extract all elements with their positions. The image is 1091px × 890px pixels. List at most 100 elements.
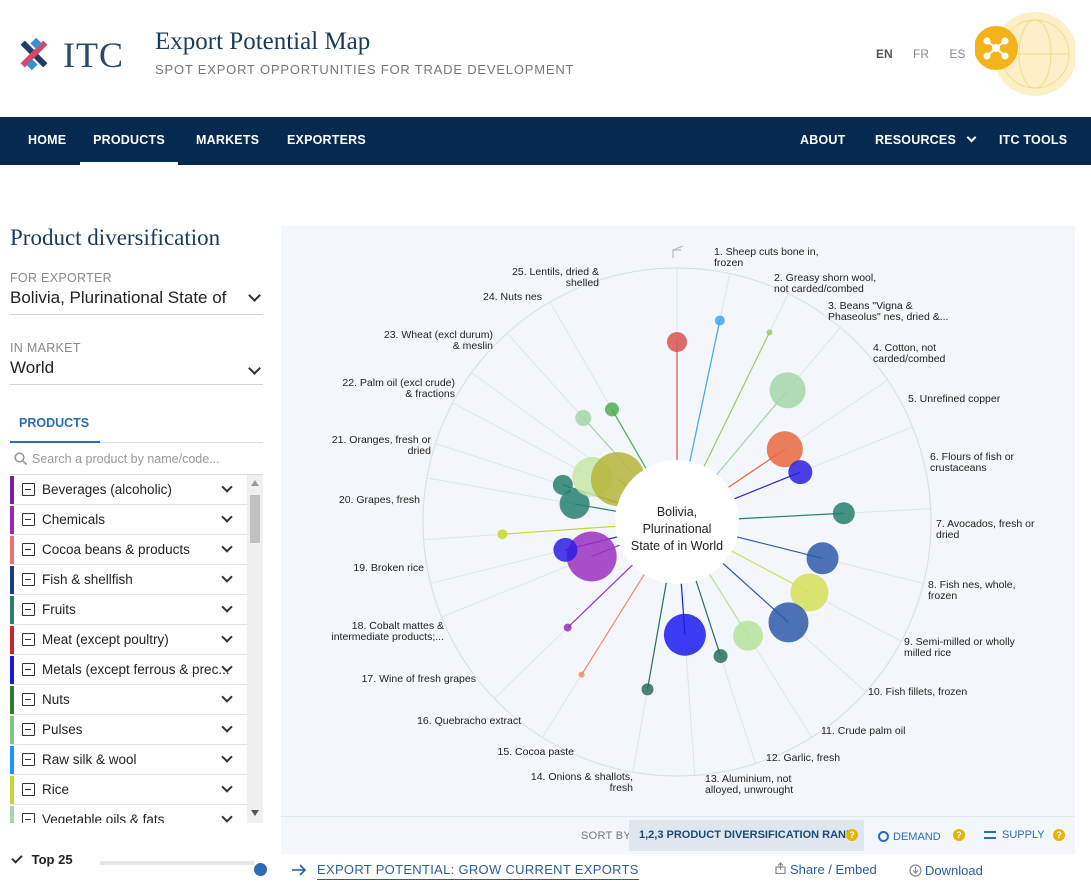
slider-knob[interactable] [254,863,267,876]
collapse-icon[interactable] [22,663,35,676]
product-bubble[interactable] [497,529,508,540]
product-label[interactable]: & meslin [453,340,493,352]
category-item[interactable]: Chemicals [10,505,263,535]
product-label[interactable]: 14. Onions & shallots, [531,771,633,783]
chevron-down-icon[interactable] [221,721,233,733]
scroll-thumb[interactable] [250,495,260,543]
category-scrollbar[interactable] [247,475,263,823]
lang-fr[interactable]: FR [913,47,930,61]
product-label[interactable]: frozen [714,257,743,269]
product-label[interactable]: not carded/combed [774,283,864,295]
collapse-icon[interactable] [22,723,35,736]
product-label[interactable]: 18. Cobalt mattes & [352,620,444,632]
product-label[interactable]: 11. Crude palm oil [821,725,905,737]
product-label[interactable]: 7. Avocados, fresh or [936,518,1035,530]
chevron-down-icon[interactable] [221,481,233,493]
chevron-down-icon[interactable] [221,781,233,793]
tab-products[interactable]: PRODUCTS [10,409,100,443]
share-embed-link[interactable]: Share / Embed [775,862,877,877]
category-item[interactable]: Beverages (alcoholic) [10,475,263,505]
product-bubble[interactable] [575,409,592,426]
collapse-icon[interactable] [22,783,35,796]
collapse-icon[interactable] [22,753,35,766]
help-icon[interactable]: ? [953,829,965,841]
product-bubble[interactable] [667,332,687,352]
chevron-down-icon[interactable] [221,751,233,763]
product-label[interactable]: 25. Lentils, dried & [512,266,599,278]
market-select[interactable]: World [10,358,263,385]
sort-demand-button[interactable]: DEMAND [878,829,941,843]
product-label[interactable]: carded/combed [873,353,946,365]
product-label[interactable]: intermediate products;... [331,631,444,643]
product-label[interactable]: 13. Aluminium, not [705,773,791,785]
download-link[interactable]: Download [909,862,983,878]
product-label[interactable]: crustaceans [930,462,987,474]
product-bubble[interactable] [559,488,590,519]
product-search-input[interactable]: Search a product by name/code... [10,443,263,475]
product-label[interactable]: 16. Quebracho extract [417,715,521,727]
category-item[interactable]: Pulses [10,715,263,745]
nav-home[interactable]: HOME [28,133,67,147]
product-bubble[interactable] [714,315,725,326]
collapse-icon[interactable] [22,693,35,706]
product-bubble[interactable] [766,329,773,336]
product-label[interactable]: 6. Flours of fish or [930,451,1015,463]
product-label[interactable]: alloyed, unwrought [705,784,793,796]
nav-itc-tools[interactable]: ITC TOOLS [999,133,1068,147]
itc-logo-icon[interactable] [12,30,132,80]
category-item[interactable]: Fruits [10,595,263,625]
help-icon[interactable]: ? [846,829,858,841]
nav-about[interactable]: ABOUT [800,133,846,147]
chevron-down-icon[interactable] [221,811,233,823]
chevron-down-icon[interactable] [221,511,233,523]
nav-markets[interactable]: MARKETS [196,133,260,147]
exporter-select[interactable]: Bolivia, Plurinational State of [10,288,263,315]
collapse-icon[interactable] [22,633,35,646]
grow-exports-link[interactable]: EXPORT POTENTIAL: GROW CURRENT EXPORTS [317,862,639,880]
product-bubble[interactable] [578,671,585,678]
product-label[interactable]: 1. Sheep cuts bone in, [714,246,819,258]
product-bubble[interactable] [768,602,809,643]
category-item[interactable]: Metals (except ferrous & prec... [10,655,263,685]
sort-rank-button[interactable]: 1,2,3 PRODUCT DIVERSIFICATION RANK [629,820,864,851]
product-label[interactable]: 9. Semi-milled or wholly [904,636,1016,648]
product-label[interactable]: 20. Grapes, fresh [339,494,420,506]
product-bubble[interactable] [552,474,573,495]
chevron-down-icon[interactable] [221,691,233,703]
product-label[interactable]: & fractions [405,388,455,400]
product-bubble[interactable] [605,402,619,417]
lang-en[interactable]: EN [876,47,893,61]
product-label[interactable]: frozen [928,590,957,602]
collapse-icon[interactable] [22,513,35,526]
product-label[interactable]: Phaseolus" nes, dried &... [828,311,948,323]
collapse-icon[interactable] [22,813,35,823]
top-n-slider[interactable] [100,861,267,876]
category-item[interactable]: Meat (except poultry) [10,625,263,655]
category-item[interactable]: Cocoa beans & products [10,535,263,565]
product-label[interactable]: milled rice [904,647,951,659]
product-label[interactable]: dried [408,445,432,457]
chevron-down-icon[interactable] [221,601,233,613]
product-bubble[interactable] [769,372,806,409]
category-item[interactable]: Raw silk & wool [10,745,263,775]
product-bubble[interactable] [566,531,617,582]
product-label[interactable]: 17. Wine of fresh grapes [362,673,476,685]
collapse-icon[interactable] [22,573,35,586]
product-label[interactable]: 21. Oranges, fresh or [332,434,432,446]
product-label[interactable]: 19. Broken rice [353,562,424,574]
help-icon[interactable]: ? [1053,829,1065,841]
collapse-icon[interactable] [22,603,35,616]
product-bubble[interactable] [790,573,829,612]
category-item[interactable]: Nuts [10,685,263,715]
product-bubble[interactable] [806,542,839,575]
trade-tools-globe-icon[interactable] [975,12,1075,97]
product-label[interactable]: fresh [610,782,634,794]
product-bubble[interactable] [766,431,803,468]
site-title[interactable]: Export Potential Map [155,28,371,55]
product-label[interactable]: shelled [566,277,599,289]
product-bubble[interactable] [733,620,764,651]
category-item[interactable]: Vegetable oils & fats [10,805,263,823]
product-label[interactable]: 10. Fish fillets, frozen [868,686,967,698]
product-bubble[interactable] [832,502,855,525]
nav-resources[interactable]: RESOURCES [875,117,977,165]
